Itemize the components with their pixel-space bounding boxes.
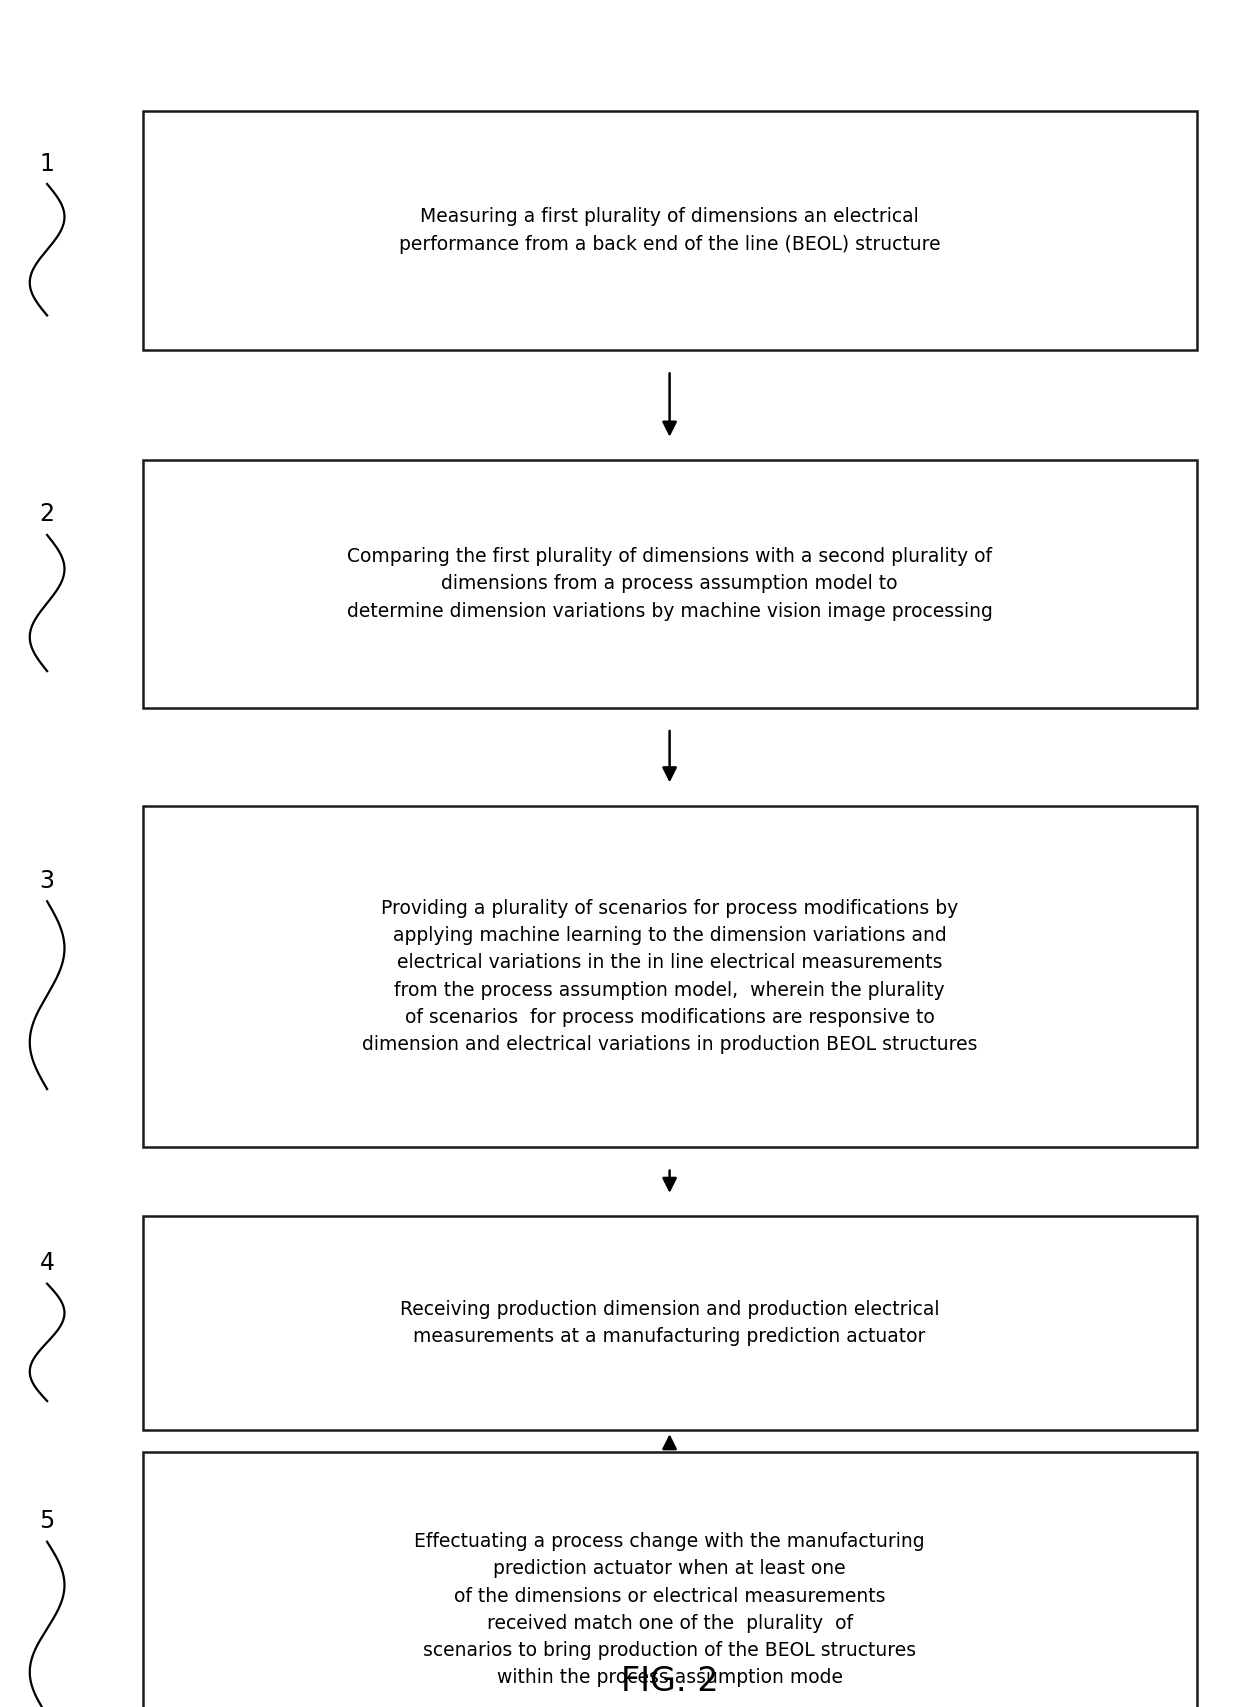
Bar [143,1215,1197,1430]
Text: Comparing the first plurality of dimensions with a second plurality of
dimension: Comparing the first plurality of dimensi… [347,546,992,621]
Bar [143,806,1197,1147]
Text: 5: 5 [40,1509,55,1533]
Text: 2: 2 [40,502,55,526]
Text: FIG. 2: FIG. 2 [621,1666,718,1698]
Text: Providing a plurality of scenarios for process modifications by
applying machine: Providing a plurality of scenarios for p… [362,900,977,1053]
Bar [143,459,1197,707]
Text: 1: 1 [40,152,55,176]
Bar [143,1451,1197,1707]
Text: 3: 3 [40,869,55,893]
Text: Measuring a first plurality of dimensions an electrical
performance from a back : Measuring a first plurality of dimension… [399,207,940,254]
Bar [143,111,1197,350]
Text: Effectuating a process change with the manufacturing
prediction actuator when at: Effectuating a process change with the m… [414,1533,925,1687]
Text: 4: 4 [40,1251,55,1275]
Text: Receiving production dimension and production electrical
measurements at a manuf: Receiving production dimension and produ… [399,1299,940,1347]
